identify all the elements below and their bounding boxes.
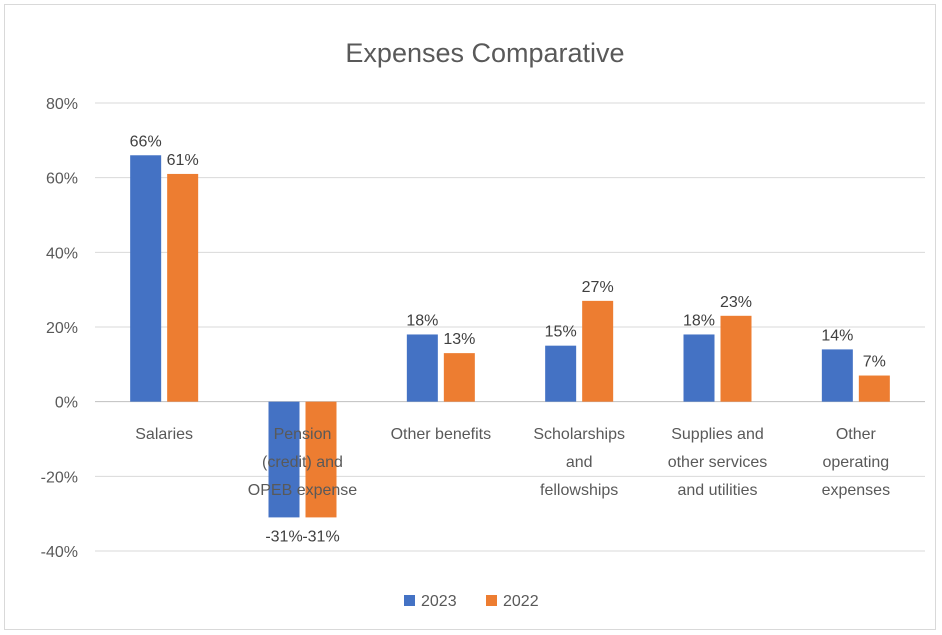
data-label: -31%	[302, 528, 339, 545]
gridlines	[95, 102, 925, 552]
bars	[130, 155, 890, 518]
bar-2022	[305, 401, 337, 518]
category-label: other services	[668, 454, 768, 471]
category-label: Scholarships	[533, 426, 625, 443]
category-label: and	[566, 454, 593, 471]
category-label: and utilities	[677, 482, 757, 499]
bar-2023	[268, 401, 300, 518]
category-label: (credit) and	[262, 454, 343, 471]
category-label: Other benefits	[391, 426, 492, 443]
y-tick-label: -20%	[41, 469, 78, 486]
y-tick-label: 80%	[46, 96, 78, 113]
legend-swatch-2022	[486, 595, 497, 606]
bar-2023	[545, 345, 577, 402]
bar-2022	[443, 353, 475, 402]
y-tick-label: 0%	[55, 395, 78, 412]
chart-title: Expenses Comparative	[345, 38, 624, 68]
category-label: expenses	[822, 482, 891, 499]
category-label: Other	[836, 426, 877, 443]
category-label: OPEB expense	[248, 482, 358, 499]
y-tick-label: -40%	[41, 544, 78, 561]
bar-2023	[821, 349, 853, 402]
data-label: 15%	[545, 324, 577, 341]
bar-2022	[167, 173, 199, 402]
data-label: 14%	[821, 327, 853, 344]
data-labels: 66% 61% -31% -31% 18% 13% 15% 27% 18% 23% 14% 7%	[130, 133, 886, 545]
category-label: Supplies and	[671, 426, 764, 443]
data-label: 18%	[406, 312, 438, 329]
y-tick-label: 40%	[46, 245, 78, 262]
category-label: Salaries	[135, 426, 193, 443]
bar-2022	[720, 315, 752, 402]
data-label: 23%	[720, 294, 752, 311]
bar-2022	[582, 300, 614, 402]
legend: 2023 2022	[404, 593, 539, 610]
y-tick-label: 60%	[46, 171, 78, 188]
data-label: -31%	[265, 528, 302, 545]
category-label: fellowships	[540, 482, 618, 499]
data-label: 13%	[443, 331, 475, 348]
data-label: 18%	[683, 312, 715, 329]
data-label: 66%	[130, 133, 162, 150]
legend-label: 2023	[421, 593, 457, 610]
bar-2022	[858, 375, 890, 402]
category-label: Pension	[274, 426, 332, 443]
y-tick-label: 20%	[46, 320, 78, 337]
legend-swatch-2023	[404, 595, 415, 606]
bar-2023	[130, 155, 162, 402]
category-label: operating	[822, 454, 889, 471]
y-axis-ticks: 80% 60% 40% 20% 0% -20% -40%	[41, 96, 78, 561]
data-label: 7%	[863, 354, 886, 371]
data-label: 27%	[582, 279, 614, 296]
data-label: 61%	[167, 152, 199, 169]
category-labels: Salaries Pension (credit) and OPEB expense O…	[135, 426, 890, 499]
bar-2023	[683, 334, 715, 402]
bar-2023	[406, 334, 438, 402]
legend-label: 2022	[503, 593, 539, 610]
